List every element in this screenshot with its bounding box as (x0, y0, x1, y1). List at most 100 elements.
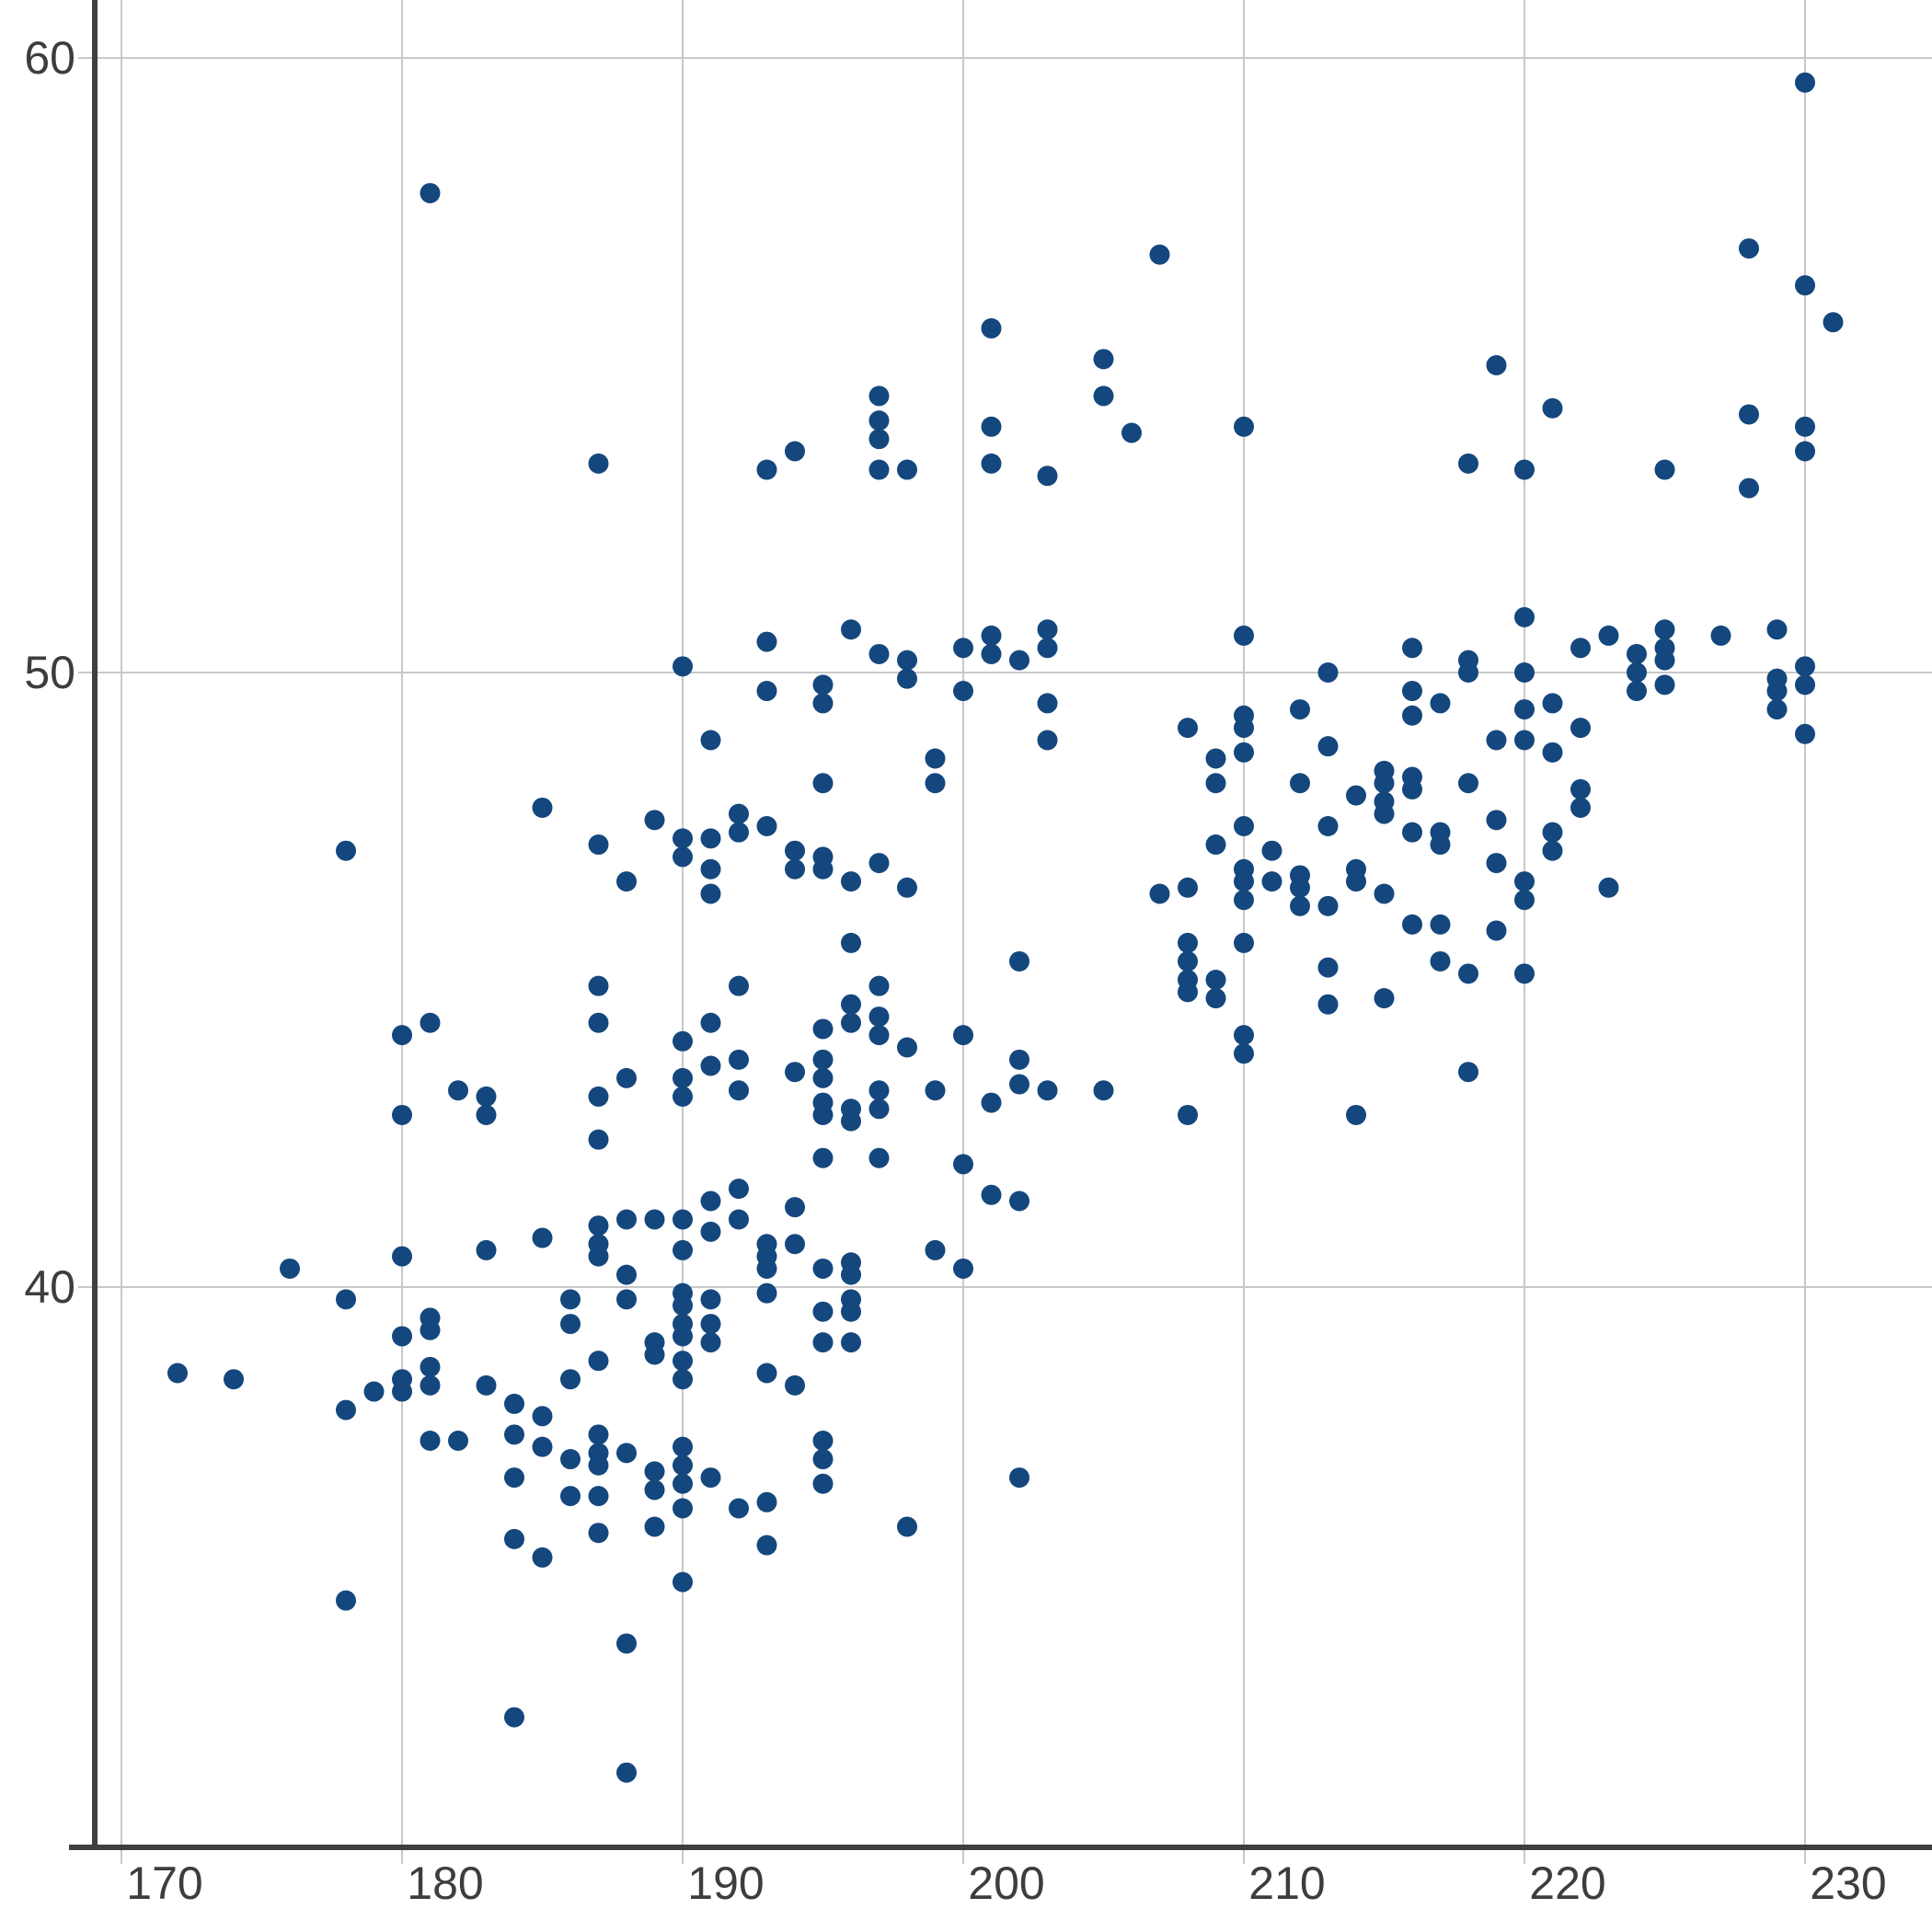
data-point (1009, 1467, 1029, 1489)
data-point (616, 1762, 637, 1783)
data-point (1486, 810, 1507, 831)
data-point (868, 853, 890, 874)
data-point (448, 1080, 468, 1101)
data-point (420, 1374, 441, 1396)
data-point (532, 1436, 553, 1457)
data-point (1402, 705, 1422, 726)
data-point (1598, 625, 1619, 646)
data-point (560, 1486, 581, 1507)
data-point (700, 883, 721, 904)
data-point (363, 1381, 385, 1402)
data-point (336, 1399, 356, 1420)
data-point (1317, 957, 1339, 978)
data-point (1795, 674, 1815, 696)
data-point (1290, 895, 1310, 916)
data-point (588, 1129, 609, 1150)
data-point (756, 1282, 777, 1304)
data-point (476, 1086, 497, 1107)
data-point (420, 1356, 441, 1377)
data-point (785, 840, 805, 861)
data-point (1542, 397, 1563, 419)
data-point (953, 1258, 973, 1279)
data-point (729, 1049, 749, 1070)
data-point (673, 1067, 693, 1088)
data-point (756, 1535, 777, 1556)
data-point (700, 1012, 721, 1033)
data-point (616, 871, 637, 892)
x-tick-label: 170 (126, 1857, 202, 1909)
data-point (868, 643, 890, 664)
data-point (1037, 693, 1058, 714)
data-point (616, 1633, 637, 1654)
data-point (925, 1239, 946, 1260)
data-point (1514, 871, 1535, 892)
data-point (1093, 1080, 1114, 1101)
data-point (1374, 773, 1395, 794)
data-point (673, 1455, 693, 1476)
data-point (925, 773, 946, 794)
x-tick-label: 200 (968, 1857, 1044, 1909)
data-point (1317, 662, 1339, 683)
data-point (1514, 662, 1535, 683)
data-point (673, 1473, 693, 1494)
data-point (1178, 982, 1198, 1003)
data-point (476, 1239, 497, 1260)
data-point (700, 1314, 721, 1335)
data-point (812, 693, 834, 714)
data-point (981, 625, 1002, 646)
data-point (925, 748, 946, 769)
data-point (588, 1351, 609, 1372)
data-point (868, 1147, 890, 1168)
data-point (1766, 619, 1788, 640)
data-point (1234, 871, 1254, 892)
data-point (644, 1479, 665, 1501)
data-point (588, 1246, 609, 1267)
data-point (897, 877, 917, 898)
data-point (1795, 72, 1815, 93)
data-point (841, 1110, 861, 1132)
x-tick-label: 180 (407, 1857, 483, 1909)
data-point (1178, 1104, 1198, 1125)
data-point (953, 638, 973, 659)
data-point (476, 1374, 497, 1396)
data-point (1795, 275, 1815, 296)
data-point (392, 1326, 412, 1347)
data-point (392, 1104, 412, 1125)
data-point (981, 453, 1002, 474)
data-point (560, 1314, 581, 1335)
data-point (812, 1067, 834, 1088)
data-point (785, 1374, 805, 1396)
data-point (1261, 840, 1282, 861)
data-point (1654, 459, 1675, 480)
data-point (1766, 681, 1788, 702)
data-point (812, 1018, 834, 1040)
data-point (616, 1067, 637, 1088)
data-point (841, 871, 861, 892)
data-point (700, 1221, 721, 1242)
data-point (841, 1301, 861, 1322)
data-point (1234, 932, 1254, 953)
data-point (616, 1443, 637, 1464)
data-point (1346, 1104, 1366, 1125)
data-point (1795, 723, 1815, 744)
data-point (756, 816, 777, 836)
data-point (616, 1264, 637, 1285)
data-point (1823, 312, 1844, 333)
data-point (1205, 773, 1226, 794)
data-point (1290, 773, 1310, 794)
data-point (1710, 625, 1731, 646)
data-point (1627, 662, 1647, 683)
data-point (812, 1258, 834, 1279)
data-point (1542, 822, 1563, 843)
data-point (532, 1406, 553, 1427)
data-point (532, 1227, 553, 1248)
data-point (756, 681, 777, 702)
data-point (673, 1326, 693, 1347)
data-point (1234, 742, 1254, 763)
data-point (1234, 718, 1254, 739)
data-point (1234, 416, 1254, 437)
data-point (588, 1086, 609, 1107)
data-point (420, 1012, 441, 1033)
x-tick-label: 210 (1248, 1857, 1325, 1909)
data-point (868, 459, 890, 480)
